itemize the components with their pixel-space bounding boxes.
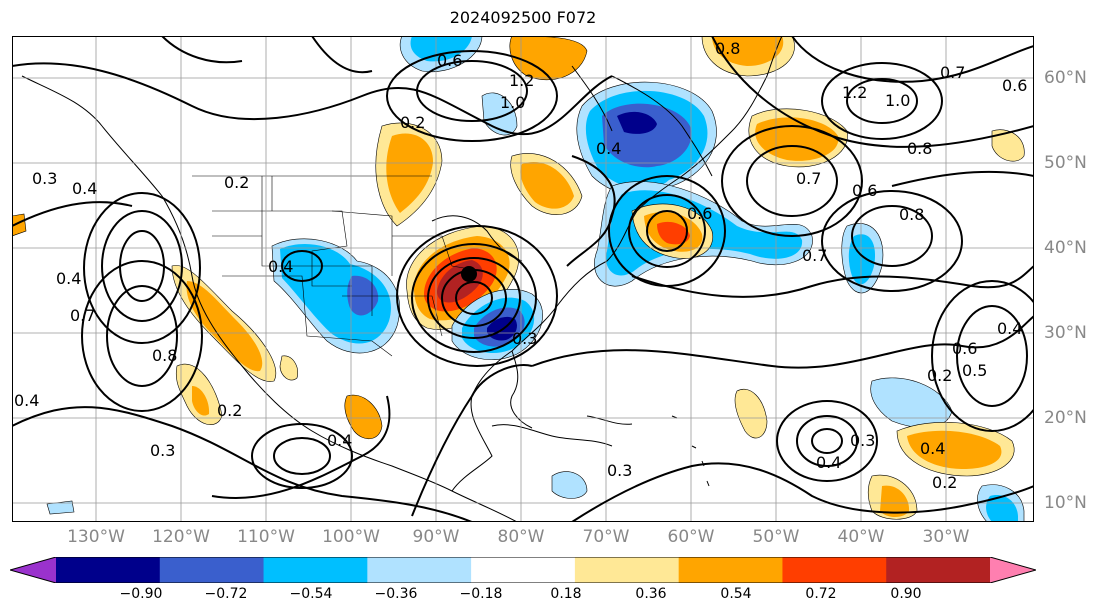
contour-label: 0.2	[217, 401, 242, 420]
contour-label: 0.3	[607, 461, 632, 480]
longitude-label: 60°W	[667, 527, 715, 547]
colorbar-extend-low	[10, 557, 56, 583]
colorbar-segment	[263, 557, 368, 583]
colorbar-tick-label: 0.72	[805, 586, 837, 602]
contour-label: 0.2	[400, 113, 425, 132]
colorbar-tick-label: 0.90	[890, 586, 922, 602]
colorbar-tick-label: 0.36	[635, 586, 667, 602]
colorbar-segment	[471, 557, 576, 583]
contour-label: 0.8	[907, 139, 932, 158]
colorbar-segment	[367, 557, 472, 583]
latitude-label: 20°N	[1044, 408, 1087, 428]
map-title: 2024092500 F072	[449, 8, 597, 27]
longitude-label: 90°W	[412, 527, 460, 547]
colorbar-tick-label: −0.54	[289, 586, 333, 602]
colorbar-extend-high	[990, 557, 1036, 583]
latitude-label: 30°N	[1044, 323, 1087, 343]
contour-label: 0.8	[152, 346, 177, 365]
longitude-label: 40°W	[837, 527, 885, 547]
contour-labels: 0.6 1.2 1.0 0.8 0.7 1.2 1.0 0.6 0.4 0.2 …	[14, 39, 1027, 492]
latitude-label: 50°N	[1044, 153, 1087, 173]
contour-label: 0.2	[224, 173, 249, 192]
contour-label: 0.6	[852, 181, 877, 200]
longitude-label: 100°W	[322, 527, 380, 547]
colorbar-tick-label: −0.36	[374, 586, 418, 602]
longitude-label: 110°W	[237, 527, 295, 547]
contour-label: 0.4	[327, 431, 352, 450]
political-borders	[192, 175, 483, 357]
contour-label: 1.0	[500, 93, 525, 112]
colorbar-tick-label: 0.18	[550, 586, 582, 602]
contour-label: 0.5	[962, 361, 987, 380]
contour-label: 0.8	[899, 205, 924, 224]
contour-label: 0.4	[56, 269, 81, 288]
longitude-label: 130°W	[67, 527, 125, 547]
map-panel[interactable]: 0.6 1.2 1.0 0.8 0.7 1.2 1.0 0.6 0.4 0.2 …	[12, 36, 1034, 522]
contour-label: 0.6	[1002, 76, 1027, 95]
contour-label: 0.3	[512, 329, 537, 348]
colorbar-tick-label: −0.90	[119, 586, 163, 602]
contour-label: 0.4	[72, 179, 97, 198]
contour-label: 0.3	[32, 169, 57, 188]
longitude-label: 120°W	[152, 527, 210, 547]
contour-label: 0.4	[816, 453, 841, 472]
colorbar	[10, 557, 1036, 583]
colorbar-segment	[56, 557, 161, 583]
contour-label: 0.7	[940, 63, 965, 82]
contour-label: 1.2	[842, 83, 867, 102]
colorbar-segment	[678, 557, 783, 583]
contour-label: 0.4	[14, 391, 39, 410]
colorbar-segment	[886, 557, 991, 583]
colorbar-tick-label: −0.18	[459, 586, 503, 602]
contour-label: 0.8	[715, 39, 740, 58]
contour-label: 0.3	[150, 441, 175, 460]
contour-label: 0.4	[920, 439, 945, 458]
contour-label: 0.3	[850, 431, 875, 450]
latitude-label: 60°N	[1044, 68, 1087, 88]
colorbar-segment	[782, 557, 887, 583]
latitude-label: 40°N	[1044, 238, 1087, 258]
contour-label: 1.0	[885, 91, 910, 110]
longitude-label: 30°W	[922, 527, 970, 547]
colorbar-segment	[159, 557, 265, 583]
colorbar-segment	[574, 557, 680, 583]
contour-label: 1.2	[509, 71, 534, 90]
contour-label: 0.6	[687, 204, 712, 223]
contour-label: 0.2	[927, 366, 952, 385]
contour-label: 0.7	[802, 246, 827, 265]
contour-label: 0.7	[70, 306, 95, 325]
storm-center-marker	[461, 266, 477, 282]
contour-label: 0.4	[268, 257, 293, 276]
contour-label: 0.6	[437, 51, 462, 70]
longitude-label: 70°W	[582, 527, 630, 547]
contour-label: 0.4	[997, 319, 1022, 338]
contour-label: 0.4	[596, 139, 621, 158]
contours	[12, 36, 1034, 522]
contour-label: 0.2	[932, 473, 957, 492]
latitude-label: 10°N	[1044, 493, 1087, 513]
colorbar-tick-label: −0.72	[204, 586, 248, 602]
contour-label: 0.7	[796, 169, 821, 188]
longitude-label: 80°W	[497, 527, 545, 547]
contour-label: 0.6	[952, 339, 977, 358]
longitude-label: 50°W	[752, 527, 800, 547]
colorbar-tick-label: 0.54	[720, 586, 752, 602]
